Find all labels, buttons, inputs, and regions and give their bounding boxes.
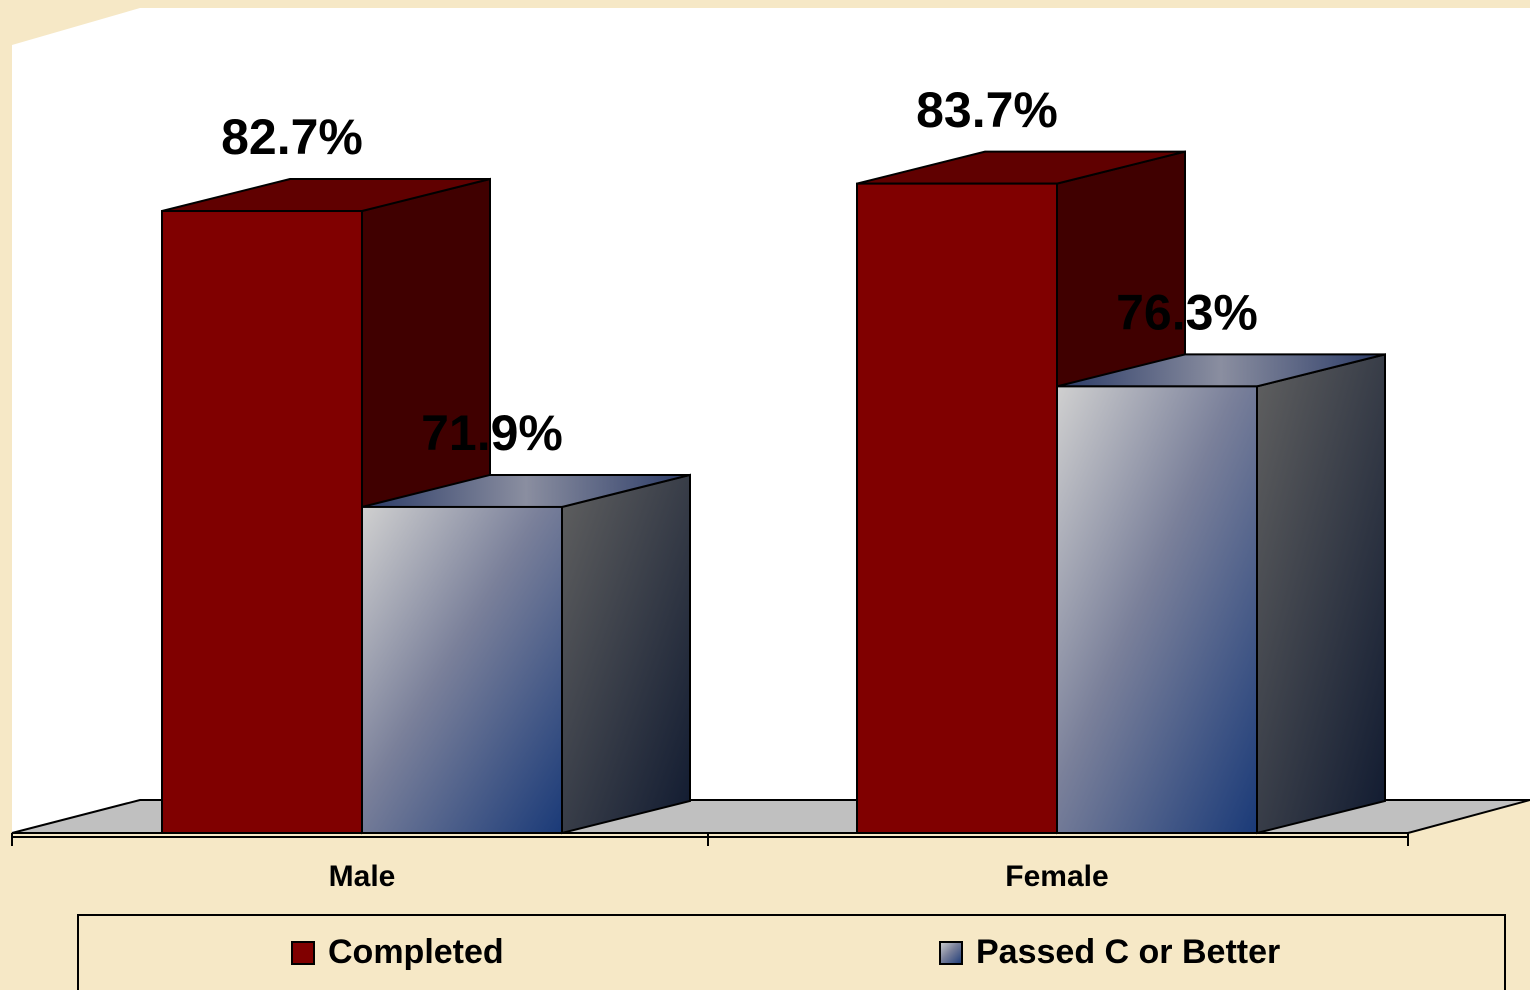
x-tick-label: Male (329, 860, 396, 893)
value-label: 82.7% (221, 109, 363, 165)
bar (856, 182, 1058, 834)
value-label: 71.9% (421, 405, 563, 461)
bar-side (561, 473, 691, 835)
legend-swatch (939, 941, 963, 965)
bar (1056, 385, 1258, 834)
bar (161, 210, 363, 834)
legend-label: Passed C or Better (976, 933, 1280, 971)
bar (361, 505, 563, 834)
value-label: 76.3% (1116, 285, 1258, 341)
value-label: 83.7% (916, 82, 1058, 138)
legend-label: Completed (328, 933, 504, 971)
legend-swatch (291, 941, 315, 965)
x-tick-label: Female (1005, 860, 1108, 893)
legend-box (77, 914, 1506, 990)
bar-side (1256, 353, 1386, 835)
